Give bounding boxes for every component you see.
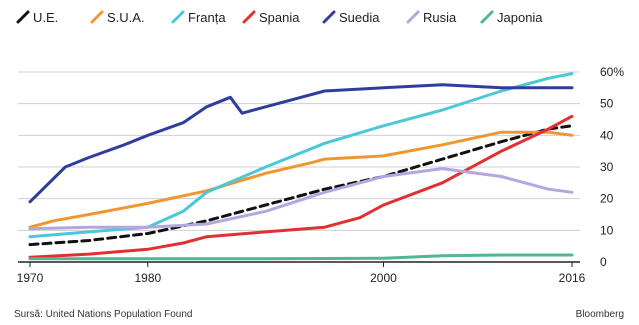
legend-swatch: [242, 10, 256, 24]
series-line-5: [28, 83, 574, 204]
x-tick-label: 2016: [559, 271, 586, 285]
legend: U.E. S.U.A. Franța Spania Suedia Rusia Japonia: [16, 10, 543, 25]
y-tick-label: 20: [600, 192, 614, 206]
legend-label: U.E.: [33, 10, 58, 25]
series-line-2: [28, 130, 574, 229]
legend-label: S.U.A.: [107, 10, 145, 25]
series-line-4: [28, 114, 574, 259]
legend-swatch: [322, 10, 336, 24]
legend-swatch: [16, 10, 30, 24]
y-tick-label: 0: [600, 255, 607, 269]
series-lines: [28, 72, 574, 261]
legend-label: Japonia: [497, 10, 543, 25]
legend-swatch: [171, 10, 185, 24]
legend-label: Franța: [188, 10, 226, 25]
x-tick-label: 2000: [370, 271, 397, 285]
legend-label: Suedia: [339, 10, 380, 25]
legend-label: Rusia: [423, 10, 457, 25]
y-axis-tick-labels: 0 10 20 30 40 50 60%: [600, 65, 624, 269]
y-tick-label: 10: [600, 223, 614, 237]
x-axis: 1970 1980 2000 2016: [17, 261, 586, 285]
y-tick-label: 40: [600, 128, 614, 142]
x-tick-label: 1980: [134, 271, 161, 285]
legend-swatch: [480, 10, 494, 24]
source-note: Sursă: United Nations Population Found: [14, 309, 192, 320]
series-line-6: [28, 167, 574, 231]
legend-swatch: [406, 10, 420, 24]
brand-label: Bloomberg: [576, 309, 624, 320]
x-tick-label: 1970: [17, 271, 44, 285]
y-tick-label: 30: [600, 160, 614, 174]
y-tick-label: 60%: [600, 65, 624, 79]
series-line-7: [28, 253, 574, 261]
legend-swatch: [90, 10, 104, 24]
y-tick-label: 50: [600, 97, 614, 111]
series-line-1: [28, 124, 574, 247]
legend-label: Spania: [259, 10, 300, 25]
